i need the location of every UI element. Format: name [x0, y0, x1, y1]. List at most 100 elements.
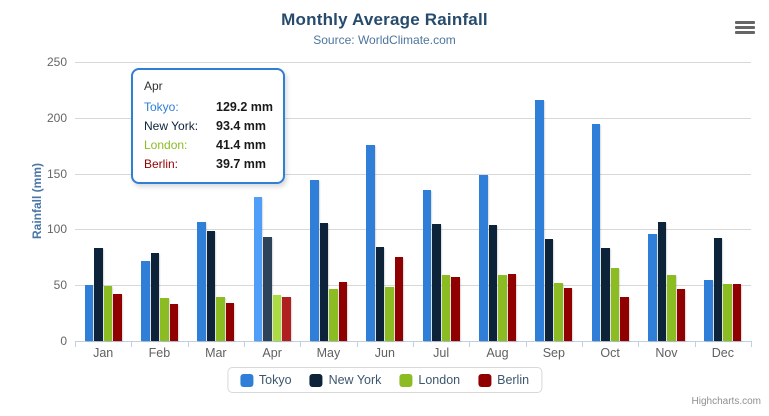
- x-axis-tick: [751, 342, 752, 347]
- bar-berlin-feb[interactable]: [169, 303, 178, 341]
- bar-tokyo-mar[interactable]: [197, 222, 206, 341]
- bar-london-jan[interactable]: [103, 286, 113, 341]
- x-axis-label-may: May: [316, 346, 341, 360]
- bar-london-nov[interactable]: [667, 274, 676, 341]
- bar-tokyo-nov[interactable]: [648, 234, 657, 341]
- y-axis-label: 100: [46, 222, 67, 237]
- tooltip-row-berlin-: Berlin: 39.7 mm: [144, 155, 272, 174]
- legend-symbol-london: [399, 373, 413, 387]
- x-axis-label-jun: Jun: [374, 346, 395, 360]
- bar-berlin-aug[interactable]: [507, 273, 516, 341]
- bar-tokyo-apr[interactable]: [253, 196, 263, 341]
- x-axis-tick: [300, 342, 302, 347]
- bar-tokyo-feb[interactable]: [141, 261, 150, 341]
- x-axis-tick: [244, 342, 245, 347]
- bar-new-york-apr[interactable]: [263, 236, 272, 341]
- x-axis-tick: [525, 342, 527, 347]
- y-gridline: [75, 229, 751, 231]
- x-axis-label-jul: Jul: [433, 346, 450, 360]
- x-axis-tick: [356, 342, 358, 347]
- x-axis-tick: [469, 342, 471, 347]
- x-axis-label-dec: Dec: [711, 346, 734, 360]
- bar-tokyo-jan[interactable]: [84, 285, 94, 341]
- bar-new-york-nov[interactable]: [657, 222, 666, 341]
- bar-new-york-jan[interactable]: [94, 247, 103, 341]
- bar-berlin-may[interactable]: [338, 282, 347, 341]
- bar-berlin-jan[interactable]: [113, 293, 122, 341]
- bar-tokyo-oct[interactable]: [591, 124, 601, 341]
- bar-new-york-jun[interactable]: [375, 246, 385, 341]
- x-axis-label-mar: Mar: [205, 346, 227, 360]
- x-axis-tick: [638, 342, 640, 347]
- bar-new-york-feb[interactable]: [150, 253, 159, 341]
- bar-new-york-jul[interactable]: [432, 223, 441, 341]
- bar-tokyo-dec[interactable]: [704, 280, 713, 341]
- bar-new-york-aug[interactable]: [488, 224, 497, 341]
- bar-berlin-apr[interactable]: [282, 296, 291, 341]
- bar-new-york-dec[interactable]: [713, 238, 723, 341]
- bar-berlin-dec[interactable]: [732, 284, 742, 341]
- legend-symbol-new-york: [309, 373, 323, 387]
- bar-tokyo-may[interactable]: [310, 180, 319, 341]
- y-gridline: [75, 62, 751, 63]
- bar-london-oct[interactable]: [610, 268, 620, 341]
- tooltip: Apr Tokyo: 129.2 mm New York: 93.4 mm London…: [131, 68, 285, 184]
- tooltip-series-label: London:: [144, 138, 188, 152]
- hamburger-bar: [735, 26, 755, 29]
- bar-london-sep[interactable]: [554, 282, 563, 341]
- x-axis-label-nov: Nov: [655, 346, 678, 360]
- hamburger-bar: [735, 31, 755, 34]
- tooltip-series-label: New York:: [144, 119, 199, 133]
- bar-london-aug[interactable]: [498, 274, 507, 341]
- y-axis-label: 150: [46, 166, 67, 181]
- bar-tokyo-jun[interactable]: [366, 144, 375, 341]
- bar-new-york-mar[interactable]: [206, 231, 216, 341]
- legend-item-london[interactable]: London: [399, 373, 460, 387]
- bar-london-jun[interactable]: [385, 287, 394, 341]
- x-axis-label-apr: Apr: [262, 346, 282, 360]
- x-axis-tick: [75, 342, 76, 347]
- tooltip-series-label: Tokyo:: [144, 100, 179, 114]
- bar-london-mar[interactable]: [216, 297, 225, 341]
- x-axis-label-feb: Feb: [148, 346, 171, 360]
- bar-berlin-jun[interactable]: [394, 256, 404, 341]
- bar-berlin-nov[interactable]: [676, 288, 685, 341]
- bar-tokyo-aug[interactable]: [479, 175, 488, 341]
- bar-berlin-oct[interactable]: [620, 297, 629, 341]
- bar-berlin-jul[interactable]: [451, 276, 460, 341]
- bar-london-jul[interactable]: [441, 275, 451, 341]
- bar-london-apr[interactable]: [272, 294, 282, 341]
- y-gridline: [75, 285, 751, 287]
- tooltip-series-value: 93.4 mm: [216, 119, 267, 133]
- legend-symbol-berlin: [478, 373, 492, 387]
- bar-london-dec[interactable]: [723, 283, 732, 341]
- tooltip-category: Apr: [144, 79, 163, 93]
- y-axis-label: 50: [53, 278, 67, 293]
- highcharts-credits-link[interactable]: Highcharts.com: [691, 396, 761, 407]
- x-axis-tick: [187, 342, 189, 347]
- bar-tokyo-sep[interactable]: [535, 99, 544, 341]
- tooltip-series-value: 39.7 mm: [216, 157, 267, 171]
- tooltip-series-value: 41.4 mm: [216, 138, 267, 152]
- bar-new-york-may[interactable]: [319, 222, 328, 341]
- legend-item-new-york[interactable]: New York: [309, 373, 381, 387]
- bar-tokyo-jul[interactable]: [422, 189, 432, 341]
- bar-new-york-oct[interactable]: [601, 247, 610, 341]
- legend: Tokyo New York London Berlin: [226, 367, 543, 393]
- legend-item-berlin[interactable]: Berlin: [478, 373, 529, 387]
- y-axis-label: 0: [60, 334, 67, 348]
- chart-title: Monthly Average Rainfall: [281, 10, 488, 29]
- bar-berlin-mar[interactable]: [225, 302, 235, 341]
- bar-london-feb[interactable]: [160, 297, 169, 341]
- tooltip-rows: Tokyo: 129.2 mm New York: 93.4 mm London: 41.…: [144, 98, 273, 174]
- chart-subtitle: Source: WorldClimate.com: [313, 33, 456, 47]
- hamburger-bar: [735, 21, 755, 24]
- y-gridline: [75, 117, 751, 119]
- tooltip-series-value: 129.2 mm: [216, 100, 273, 114]
- bar-new-york-sep[interactable]: [544, 239, 554, 341]
- legend-item-tokyo[interactable]: Tokyo: [239, 373, 292, 387]
- export-menu-hamburger-icon[interactable]: [735, 21, 755, 36]
- bar-berlin-sep[interactable]: [563, 287, 573, 341]
- bar-london-may[interactable]: [329, 288, 338, 341]
